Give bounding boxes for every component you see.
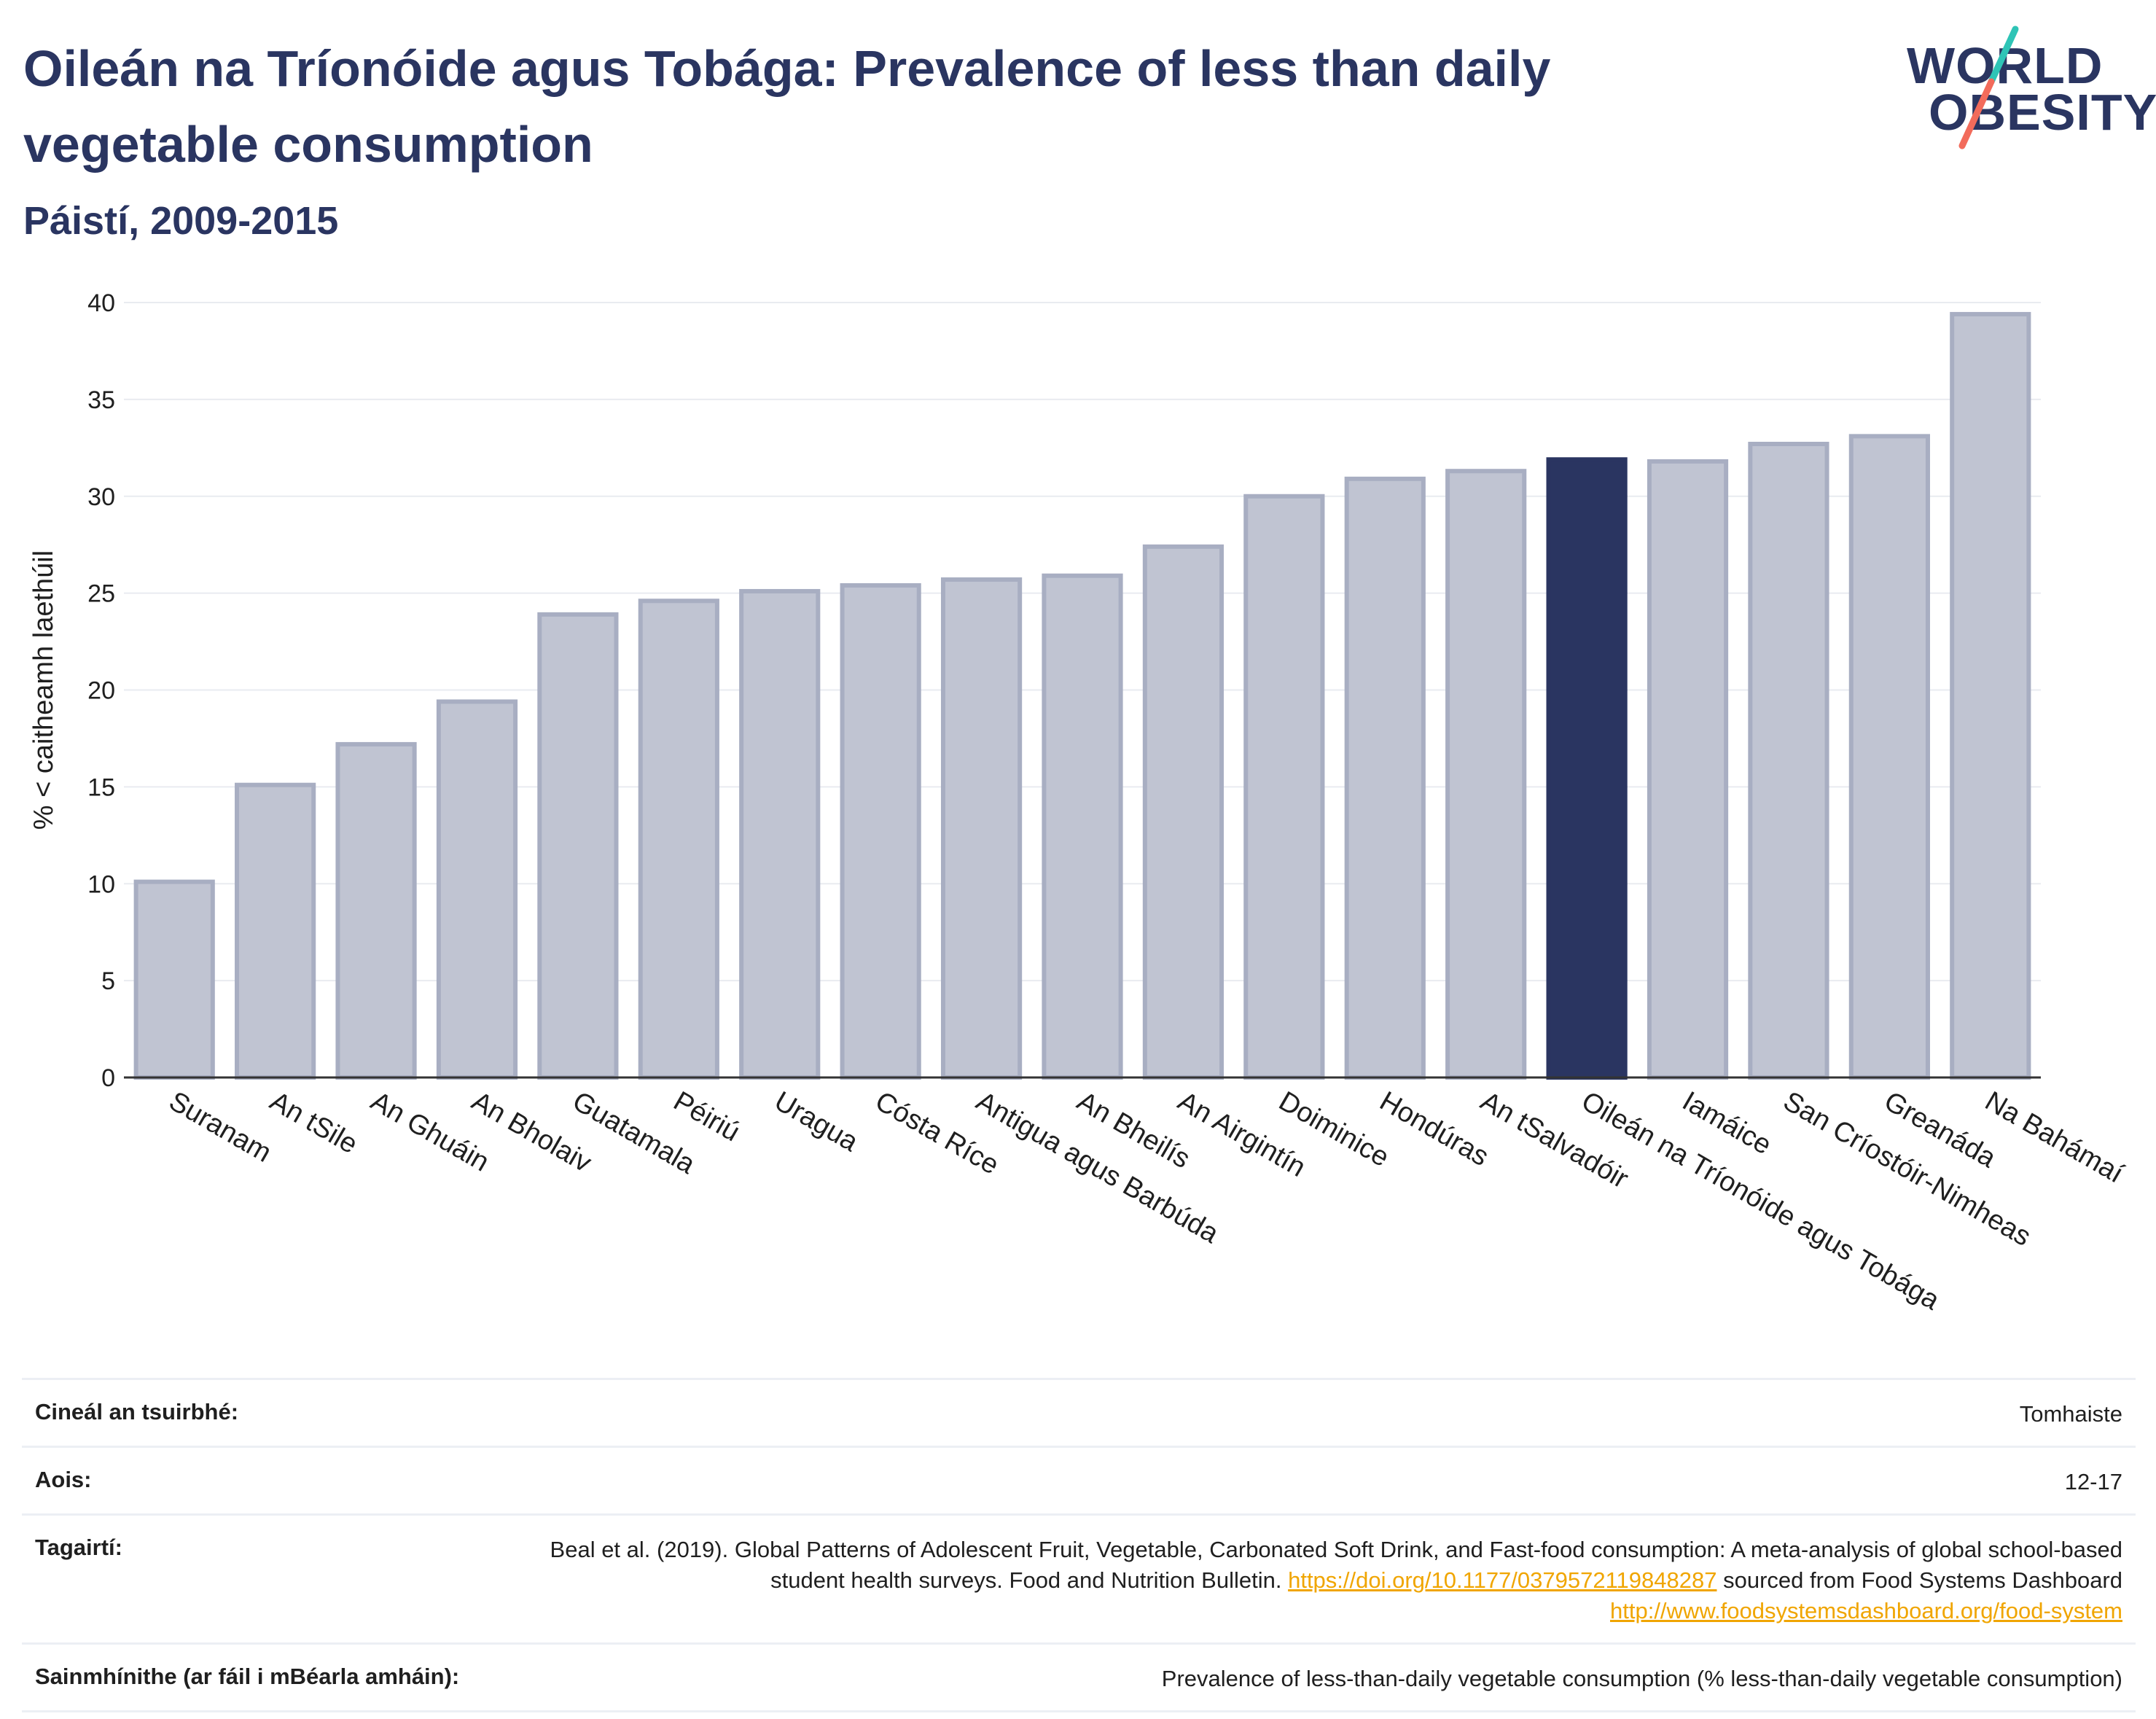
- y-tick-label: 25: [87, 580, 115, 608]
- meta-row-definition: Sainmhínithe (ar fáil i mBéarla amháin):…: [22, 1642, 2136, 1712]
- definition-value: Prevalence of less-than-daily vegetable …: [1161, 1666, 2122, 1691]
- y-tick-label: 40: [87, 289, 115, 317]
- age-label: Aois:: [35, 1467, 92, 1492]
- chart-subtitle: Páistí, 2009-2015: [23, 199, 339, 243]
- bar[interactable]: [1950, 311, 2031, 1080]
- x-tick-label: Péiriú: [668, 1085, 745, 1147]
- age-value: 12-17: [2064, 1469, 2122, 1494]
- definition-label: Sainmhínithe (ar fáil i mBéarla amháin):: [35, 1664, 460, 1689]
- x-tick-label: Oileán na Tríonóide agus Tobága: [1577, 1085, 1945, 1316]
- bar[interactable]: [1848, 434, 1930, 1080]
- doi-link[interactable]: https://doi.org/10.1177/0379572119848287: [1288, 1567, 1717, 1593]
- logo-slash-icon: [1958, 26, 2019, 149]
- world-obesity-logo[interactable]: WORLD OBESITY: [1902, 22, 2156, 153]
- y-tick-label: 15: [87, 773, 115, 801]
- bar[interactable]: [436, 699, 518, 1080]
- bar[interactable]: [1243, 494, 1325, 1080]
- y-axis-title: % < caitheamh laethúil: [28, 550, 59, 830]
- bar[interactable]: [335, 741, 417, 1080]
- bar[interactable]: [1647, 459, 1729, 1080]
- reference-source-text: sourced from Food Systems Dashboard: [1723, 1567, 2122, 1593]
- x-tick-label: Uragua: [769, 1085, 864, 1158]
- references-label: Tagairtí:: [35, 1535, 122, 1560]
- y-tick-label: 5: [101, 967, 115, 995]
- metadata-table: Cineál an tsuirbhé: Tomhaiste Aois: 12-1…: [22, 1378, 2136, 1712]
- bar-highlight[interactable]: [1546, 457, 1628, 1080]
- x-tick-label: Hondúras: [1375, 1085, 1494, 1172]
- references-value: Beal et al. (2019). Global Patterns of A…: [519, 1535, 2122, 1626]
- bar[interactable]: [1344, 476, 1426, 1080]
- bar[interactable]: [940, 577, 1023, 1080]
- bar[interactable]: [840, 582, 921, 1080]
- bar[interactable]: [1445, 469, 1527, 1080]
- bar[interactable]: [1142, 544, 1225, 1080]
- bar[interactable]: [537, 612, 619, 1080]
- y-tick-label: 0: [101, 1064, 115, 1092]
- survey-type-value: Tomhaiste: [2019, 1401, 2122, 1427]
- y-tick-label: 10: [87, 870, 115, 898]
- y-tick-label: 30: [87, 483, 115, 511]
- bar[interactable]: [133, 879, 215, 1080]
- dashboard-link[interactable]: http://www.foodsystemsdashboard.org/food…: [1610, 1598, 2122, 1624]
- bar[interactable]: [638, 599, 719, 1080]
- survey-type-label: Cineál an tsuirbhé:: [35, 1399, 239, 1424]
- meta-row-survey: Cineál an tsuirbhé: Tomhaiste: [22, 1378, 2136, 1446]
- reference-text: Beal et al. (2019). Global Patterns of A…: [550, 1537, 2122, 1593]
- meta-row-age: Aois: 12-17: [22, 1446, 2136, 1513]
- bar[interactable]: [1042, 573, 1123, 1080]
- y-axis-ticks: 0 5 10 15 20 25 30 35 40: [87, 289, 115, 1092]
- chart-title: Oileán na Tríonóide agus Tobága: Prevale…: [23, 40, 1551, 173]
- x-tick-label: Suranam: [164, 1085, 277, 1168]
- bar[interactable]: [235, 782, 316, 1080]
- meta-row-references: Tagairtí: Beal et al. (2019). Global Pat…: [22, 1513, 2136, 1642]
- x-tick-label: An tSile: [265, 1085, 362, 1160]
- bars: [133, 311, 2031, 1080]
- x-tick-label: Na Bahámaí: [1980, 1085, 2128, 1189]
- bar[interactable]: [739, 588, 821, 1080]
- bar[interactable]: [1748, 441, 1829, 1080]
- y-tick-label: 20: [87, 677, 115, 705]
- y-tick-label: 35: [87, 386, 115, 414]
